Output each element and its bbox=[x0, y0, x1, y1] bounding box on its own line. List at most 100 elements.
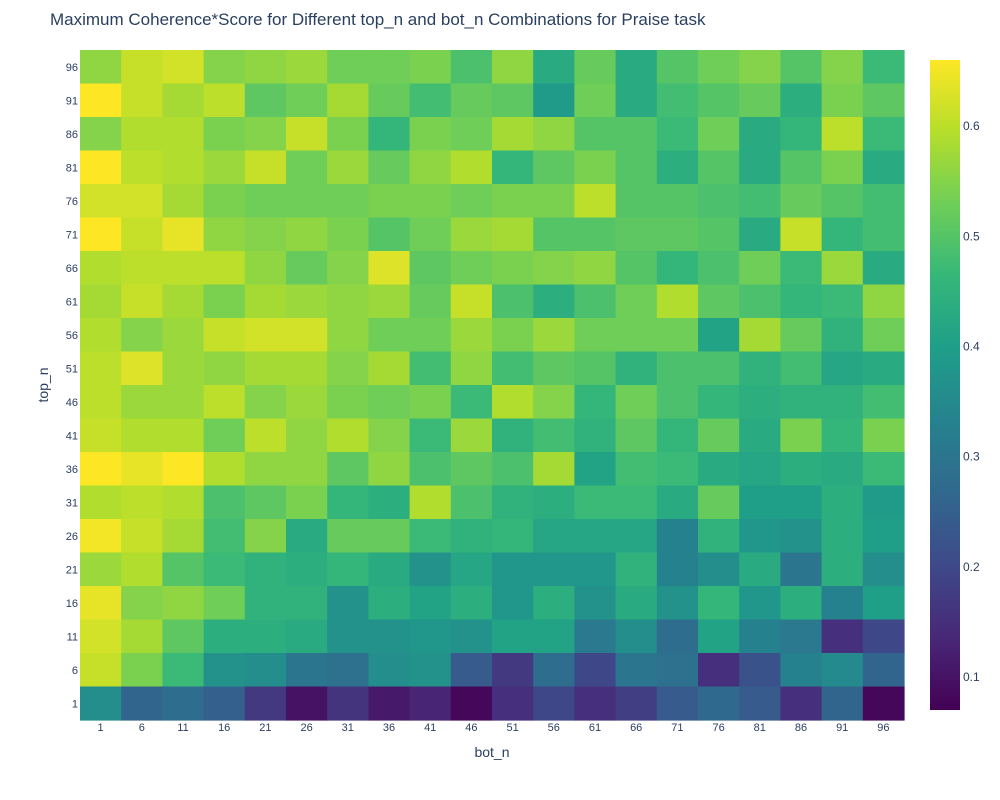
heatmap-cell bbox=[698, 351, 740, 386]
heatmap-cell bbox=[656, 619, 699, 654]
heatmap-cell bbox=[286, 150, 328, 185]
heatmap-cell bbox=[286, 184, 328, 219]
heatmap-cell bbox=[450, 653, 493, 688]
heatmap-cell bbox=[203, 150, 246, 185]
heatmap-cell bbox=[368, 385, 411, 420]
heatmap-cell bbox=[862, 117, 905, 152]
y-tick-label: 31 bbox=[66, 497, 78, 509]
heatmap-cell bbox=[780, 83, 823, 118]
heatmap-cell bbox=[244, 217, 287, 252]
heatmap-cell bbox=[368, 251, 411, 286]
heatmap-cell bbox=[615, 251, 658, 286]
heatmap-cell bbox=[121, 485, 163, 520]
heatmap-cell bbox=[533, 619, 575, 654]
heatmap-cell bbox=[121, 552, 163, 587]
heatmap-cell bbox=[121, 217, 163, 252]
heatmap-cell bbox=[409, 50, 452, 85]
heatmap-cell bbox=[656, 284, 699, 319]
heatmap-cell bbox=[162, 284, 205, 319]
x-tick-label: 16 bbox=[218, 722, 230, 734]
heatmap-cell bbox=[574, 519, 617, 554]
heatmap-cell bbox=[862, 653, 905, 688]
y-tick-label: 76 bbox=[66, 196, 78, 208]
heatmap-cell bbox=[450, 452, 493, 487]
heatmap-cells bbox=[80, 50, 905, 721]
heatmap-cell bbox=[409, 452, 452, 487]
y-tick-label: 6 bbox=[72, 665, 78, 677]
heatmap-cell bbox=[615, 552, 658, 587]
heatmap-cell bbox=[450, 351, 493, 386]
heatmap-cell bbox=[492, 619, 534, 654]
heatmap-cell bbox=[574, 83, 617, 118]
heatmap-cell bbox=[450, 318, 493, 353]
heatmap-cell bbox=[409, 117, 452, 152]
heatmap-cell bbox=[203, 251, 246, 286]
heatmap-cell bbox=[739, 418, 781, 453]
heatmap-cell bbox=[533, 452, 575, 487]
heatmap-cell bbox=[821, 251, 864, 286]
x-tick-label: 81 bbox=[754, 722, 766, 734]
heatmap-cell bbox=[821, 318, 864, 353]
heatmap-cell bbox=[121, 251, 163, 286]
heatmap-cell bbox=[450, 552, 493, 587]
heatmap-cell bbox=[615, 686, 658, 721]
heatmap-cell bbox=[780, 485, 823, 520]
heatmap-cell bbox=[533, 385, 575, 420]
heatmap-cell bbox=[656, 586, 699, 621]
heatmap-cell bbox=[862, 418, 905, 453]
heatmap-cell bbox=[739, 619, 781, 654]
heatmap-cell bbox=[286, 619, 328, 654]
heatmap-cell bbox=[286, 519, 328, 554]
heatmap-cell bbox=[615, 284, 658, 319]
heatmap-cell bbox=[574, 653, 617, 688]
heatmap-cell bbox=[533, 150, 575, 185]
heatmap-cell bbox=[162, 318, 205, 353]
heatmap-cell bbox=[698, 117, 740, 152]
heatmap-cell bbox=[203, 452, 246, 487]
heatmap-cell bbox=[821, 586, 864, 621]
heatmap-cell bbox=[574, 251, 617, 286]
heatmap-cell bbox=[80, 117, 122, 152]
heatmap-cell bbox=[698, 284, 740, 319]
heatmap-cell bbox=[368, 184, 411, 219]
colorbar-tick-label: 0.6 bbox=[963, 119, 980, 133]
heatmap-cell bbox=[327, 385, 369, 420]
colorbar-tick-label: 0.5 bbox=[963, 229, 980, 243]
heatmap-cell bbox=[80, 586, 122, 621]
heatmap-cell bbox=[656, 418, 699, 453]
heatmap-cell bbox=[286, 686, 328, 721]
heatmap-cell bbox=[162, 619, 205, 654]
heatmap-cell bbox=[244, 619, 287, 654]
heatmap-cell bbox=[862, 385, 905, 420]
heatmap-cell bbox=[162, 485, 205, 520]
heatmap-cell bbox=[698, 251, 740, 286]
heatmap-cell bbox=[327, 117, 369, 152]
heatmap-cell bbox=[492, 251, 534, 286]
x-tick-label: 46 bbox=[465, 722, 477, 734]
heatmap-cell bbox=[615, 117, 658, 152]
heatmap-cell bbox=[739, 385, 781, 420]
heatmap-cell bbox=[368, 83, 411, 118]
heatmap-cell bbox=[409, 619, 452, 654]
heatmap-cell bbox=[162, 586, 205, 621]
heatmap-cell bbox=[409, 519, 452, 554]
heatmap-cell bbox=[574, 686, 617, 721]
heatmap-cell bbox=[656, 83, 699, 118]
heatmap-cell bbox=[739, 351, 781, 386]
colorbar-tick-label: 0.3 bbox=[963, 450, 980, 464]
x-tick-label: 26 bbox=[300, 722, 312, 734]
heatmap-cell bbox=[203, 284, 246, 319]
heatmap-cell bbox=[780, 217, 823, 252]
heatmap-cell bbox=[492, 519, 534, 554]
heatmap-cell bbox=[244, 184, 287, 219]
heatmap-cell bbox=[203, 653, 246, 688]
heatmap-cell bbox=[80, 284, 122, 319]
heatmap-cell bbox=[80, 150, 122, 185]
heatmap-cell bbox=[450, 50, 493, 85]
heatmap-cell bbox=[244, 653, 287, 688]
heatmap-cell bbox=[656, 351, 699, 386]
heatmap-cell bbox=[698, 653, 740, 688]
heatmap-cell bbox=[121, 385, 163, 420]
heatmap-cell bbox=[533, 217, 575, 252]
x-axis-title: bot_n bbox=[474, 744, 509, 760]
